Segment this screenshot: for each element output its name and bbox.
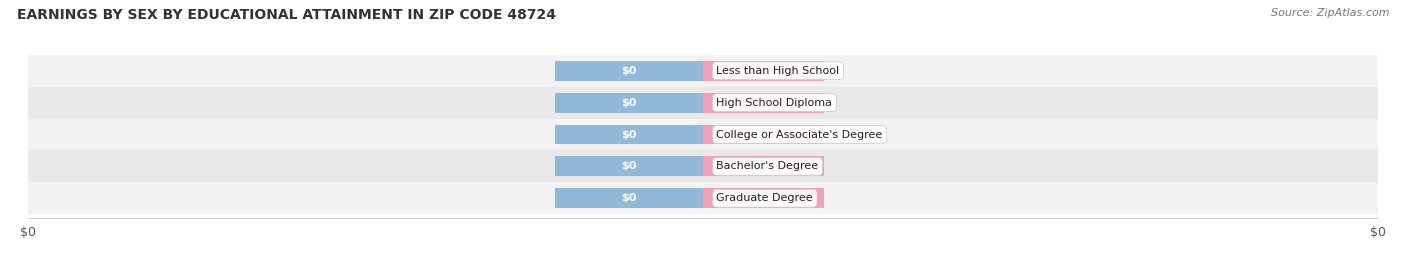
Text: $0: $0 bbox=[621, 129, 637, 140]
Bar bbox=[554, 125, 703, 144]
Text: Less than High School: Less than High School bbox=[717, 66, 839, 76]
Bar bbox=[554, 93, 703, 112]
Bar bbox=[703, 61, 824, 81]
Text: College or Associate's Degree: College or Associate's Degree bbox=[717, 129, 883, 140]
Text: $0: $0 bbox=[756, 161, 772, 171]
Bar bbox=[703, 125, 824, 144]
Bar bbox=[703, 93, 824, 112]
Text: $0: $0 bbox=[621, 66, 637, 76]
Bar bbox=[703, 188, 824, 208]
Text: High School Diploma: High School Diploma bbox=[717, 98, 832, 108]
Bar bbox=[28, 87, 1378, 119]
Bar bbox=[554, 188, 703, 208]
Text: $0: $0 bbox=[756, 66, 772, 76]
Bar bbox=[703, 157, 824, 176]
Text: EARNINGS BY SEX BY EDUCATIONAL ATTAINMENT IN ZIP CODE 48724: EARNINGS BY SEX BY EDUCATIONAL ATTAINMEN… bbox=[17, 8, 555, 22]
Text: $0: $0 bbox=[756, 129, 772, 140]
Text: $0: $0 bbox=[756, 193, 772, 203]
Text: Bachelor's Degree: Bachelor's Degree bbox=[717, 161, 818, 171]
Bar bbox=[554, 61, 703, 81]
Text: Source: ZipAtlas.com: Source: ZipAtlas.com bbox=[1271, 8, 1389, 18]
Text: $0: $0 bbox=[621, 98, 637, 108]
Bar bbox=[554, 157, 703, 176]
Text: Graduate Degree: Graduate Degree bbox=[717, 193, 813, 203]
Bar bbox=[28, 182, 1378, 214]
Bar bbox=[28, 119, 1378, 150]
Bar bbox=[28, 150, 1378, 182]
Text: $0: $0 bbox=[621, 161, 637, 171]
Text: $0: $0 bbox=[621, 193, 637, 203]
Text: $0: $0 bbox=[756, 98, 772, 108]
Bar bbox=[28, 55, 1378, 87]
